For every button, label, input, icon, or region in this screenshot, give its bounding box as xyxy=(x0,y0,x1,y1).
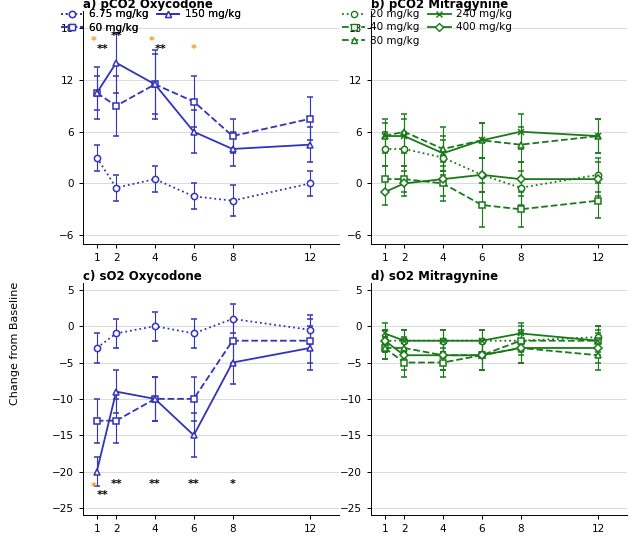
Text: **: ** xyxy=(188,479,200,489)
Text: c) sO2 Oxycodone: c) sO2 Oxycodone xyxy=(83,270,202,283)
Text: *: * xyxy=(149,35,155,45)
Text: **: ** xyxy=(110,31,122,41)
Text: *: * xyxy=(230,479,236,489)
Text: **: ** xyxy=(149,479,161,489)
Text: *: * xyxy=(91,483,97,493)
Text: b) pCO2 Mitragynine: b) pCO2 Mitragynine xyxy=(371,0,508,11)
Text: a) pCO2 Oxycodone: a) pCO2 Oxycodone xyxy=(83,0,213,11)
Text: *: * xyxy=(191,44,196,54)
Text: d) sO2 Mitragynine: d) sO2 Mitragynine xyxy=(371,270,499,283)
Text: Change from Baseline: Change from Baseline xyxy=(10,282,20,405)
Legend: 6.75 mg/kg, 60 mg/kg, 150 mg/kg: 6.75 mg/kg, 60 mg/kg, 150 mg/kg xyxy=(56,5,245,37)
Legend: 20 mg/kg, 40 mg/kg, 80 mg/kg, 240 mg/kg, 400 mg/kg: 20 mg/kg, 40 mg/kg, 80 mg/kg, 240 mg/kg,… xyxy=(338,5,516,50)
Text: **: ** xyxy=(110,479,122,489)
Text: **: ** xyxy=(97,490,109,500)
Text: **: ** xyxy=(97,44,109,54)
Text: **: ** xyxy=(155,44,166,54)
Text: *: * xyxy=(91,35,97,45)
